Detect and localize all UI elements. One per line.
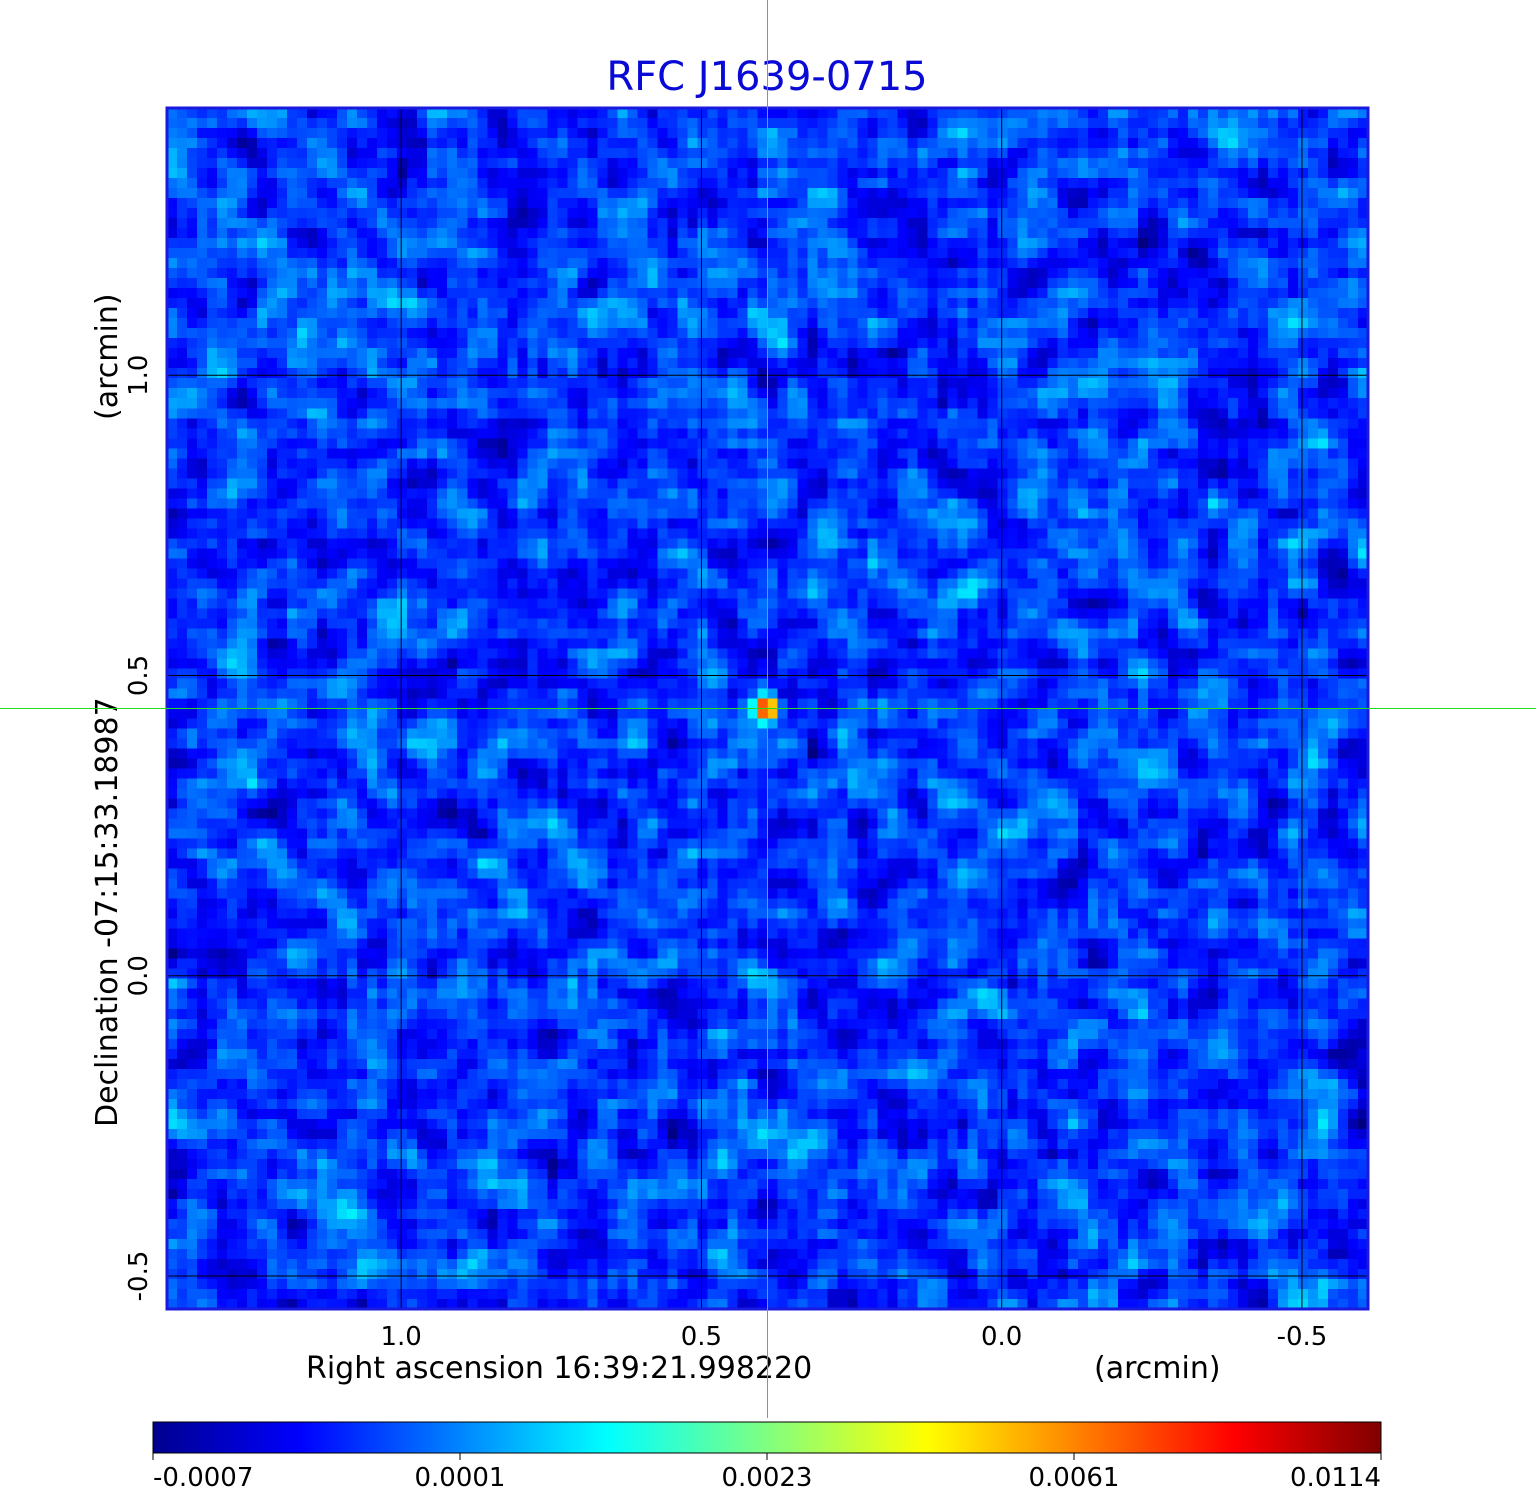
- crosshair: [0, 0, 1536, 1418]
- y-tick-labels: -0.5 0.0 0.5 1.0: [124, 355, 154, 1302]
- x-tick-labels: 1.0 0.5 0.0 -0.5: [381, 1322, 1328, 1352]
- y-axis-unit: (arcmin): [90, 293, 125, 420]
- colorbar: -0.0007 0.0001 0.0023 0.0061 0.0114: [152, 1421, 1382, 1493]
- colorbar-tick-label: 0.0023: [722, 1463, 813, 1493]
- y-tick-label: 0.0: [124, 955, 154, 996]
- y-tick-label: 0.5: [124, 655, 154, 696]
- x-tick-label: 1.0: [381, 1322, 422, 1352]
- x-tick-label: -0.5: [1277, 1322, 1328, 1352]
- y-axis-label: Declination -07:15:33.18987: [90, 697, 125, 1127]
- colorbar-tick-label: 0.0061: [1029, 1463, 1120, 1493]
- x-tick-label: 0.0: [981, 1322, 1022, 1352]
- colorbar-tick-label: 0.0001: [415, 1463, 506, 1493]
- y-tick-label: -0.5: [124, 1251, 154, 1302]
- colorbar-tick-label: -0.0007: [153, 1463, 253, 1493]
- colorbar-gradient: [152, 1421, 1382, 1454]
- colorbar-tick-labels: -0.0007 0.0001 0.0023 0.0061 0.0114: [152, 1453, 1382, 1493]
- y-tick-label: 1.0: [124, 355, 154, 396]
- x-tick-label: 0.5: [681, 1322, 722, 1352]
- x-axis-unit: (arcmin): [1094, 1351, 1221, 1386]
- colorbar-tick-label: 0.0114: [1290, 1463, 1381, 1493]
- x-axis-label: Right ascension 16:39:21.998220: [306, 1351, 812, 1386]
